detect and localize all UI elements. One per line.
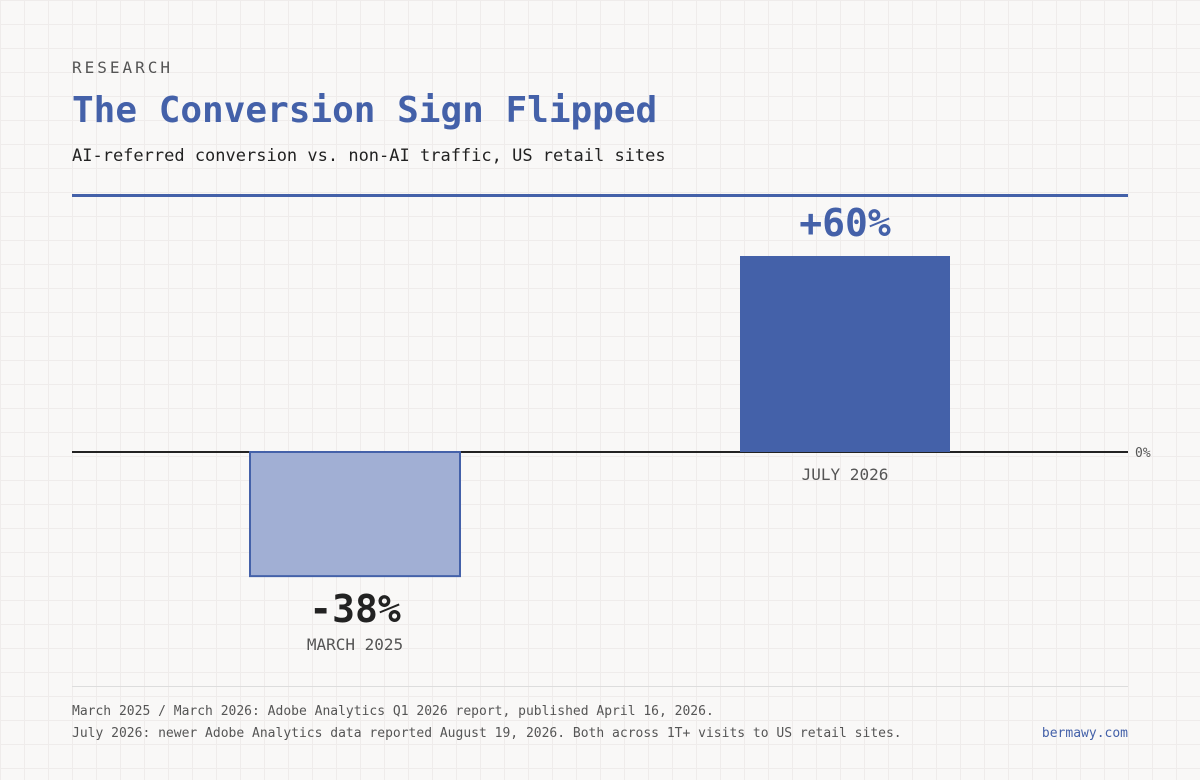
title-divider — [72, 194, 1128, 197]
bar-1 — [249, 451, 461, 578]
bar-1-category-label: MARCH 2025 — [307, 635, 403, 654]
bar-1-value-label: -38% — [309, 587, 401, 631]
bar-2-value-label: +60% — [799, 201, 891, 245]
site-link[interactable]: bermawy.com — [1041, 726, 1128, 741]
bar-2-category-label: JULY 2026 — [802, 465, 889, 484]
chart-subtitle: AI-referred conversion vs. non-AI traffi… — [72, 146, 666, 166]
source-note-1: March 2025 / March 2026: Adobe Analytics… — [72, 704, 714, 719]
chart-title: The Conversion Sign Flipped — [72, 90, 658, 131]
section-label: RESEARCH — [72, 58, 174, 77]
footer-divider — [72, 686, 1128, 687]
baseline-label: 0% — [1135, 446, 1151, 461]
bar-2 — [740, 256, 950, 452]
source-note-2: July 2026: newer Adobe Analytics data re… — [72, 726, 902, 741]
